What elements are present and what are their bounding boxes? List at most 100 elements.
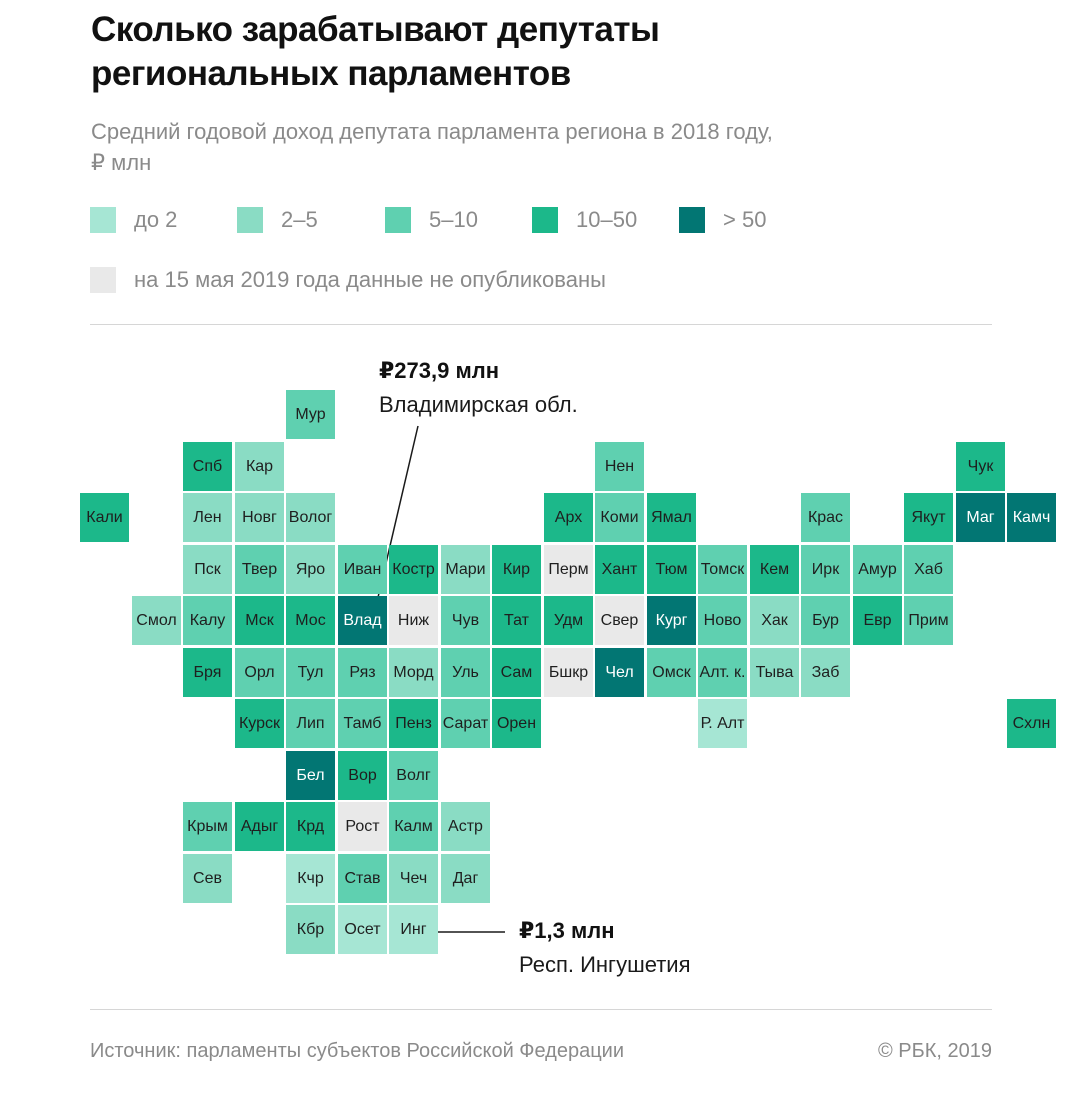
region-tile: Тыва — [750, 648, 799, 697]
title-line-1: Сколько зарабатывают депутаты — [91, 10, 660, 49]
legend-swatch — [237, 207, 263, 233]
region-tile: Твер — [235, 545, 284, 594]
legend-label: 2–5 — [281, 207, 318, 232]
legend-item-5-10: 5–10 — [385, 205, 478, 235]
region-tile: Морд — [389, 648, 438, 697]
region-tile: Тюм — [647, 545, 696, 594]
legend-swatch — [90, 207, 116, 233]
region-tile: Кар — [235, 442, 284, 491]
legend-swatch — [90, 267, 116, 293]
region-tile: Евр — [853, 596, 902, 645]
region-tile: Яро — [286, 545, 335, 594]
region-tile: Костр — [389, 545, 438, 594]
region-tile: Сам — [492, 648, 541, 697]
callout-bottom-value: ₽1,3 млн — [519, 918, 615, 943]
region-tile: Р. Алт — [698, 699, 747, 748]
region-tile: Бшкр — [544, 648, 593, 697]
region-tile: Коми — [595, 493, 644, 542]
region-tile: Кали — [80, 493, 129, 542]
legend-label: 5–10 — [429, 207, 478, 232]
region-tile: Хаб — [904, 545, 953, 594]
region-tile: Перм — [544, 545, 593, 594]
region-tile: Свер — [595, 596, 644, 645]
region-tile: Даг — [441, 854, 490, 903]
region-tile: Кург — [647, 596, 696, 645]
region-tile: Инг — [389, 905, 438, 954]
region-tile: Заб — [801, 648, 850, 697]
subtitle-line-1: Средний годовой доход депутата парламент… — [91, 119, 773, 144]
region-tile: Астр — [441, 802, 490, 851]
region-tile: Влад — [338, 596, 387, 645]
region-tile: Рост — [338, 802, 387, 851]
region-tile: Кчр — [286, 854, 335, 903]
region-tile: Амур — [853, 545, 902, 594]
region-tile: Сев — [183, 854, 232, 903]
region-tile: Мур — [286, 390, 335, 439]
region-tile: Калу — [183, 596, 232, 645]
region-tile: Омск — [647, 648, 696, 697]
region-tile: Тат — [492, 596, 541, 645]
region-tile: Осет — [338, 905, 387, 954]
region-tile: Ямал — [647, 493, 696, 542]
region-tile: Новг — [235, 493, 284, 542]
legend-swatch — [679, 207, 705, 233]
region-tile: Бел — [286, 751, 335, 800]
region-tile: Прим — [904, 596, 953, 645]
region-tile: Арх — [544, 493, 593, 542]
region-tile: Камч — [1007, 493, 1056, 542]
region-tile: Адыг — [235, 802, 284, 851]
region-tile: Хант — [595, 545, 644, 594]
subtitle-line-2: ₽ млн — [91, 150, 152, 175]
region-tile: Бря — [183, 648, 232, 697]
legend-label: на 15 мая 2019 года данные не опубликова… — [134, 267, 606, 292]
region-tile: Крым — [183, 802, 232, 851]
copyright: © РБК, 2019 — [877, 1040, 992, 1062]
region-tile: Тамб — [338, 699, 387, 748]
divider-top — [90, 324, 992, 325]
callout-top-region: Владимирская обл. — [379, 392, 578, 417]
divider-bottom — [90, 1009, 992, 1010]
region-tile: Пск — [183, 545, 232, 594]
region-tile: Алт. к. — [698, 648, 747, 697]
region-tile: Крас — [801, 493, 850, 542]
region-tile: Нен — [595, 442, 644, 491]
source-note: Источник: парламенты субъектов Российско… — [90, 1040, 625, 1062]
legend-label: > 50 — [723, 207, 767, 232]
legend-item-2-5: 2–5 — [237, 205, 318, 235]
region-tile: Мос — [286, 596, 335, 645]
region-tile: Ирк — [801, 545, 850, 594]
region-tile: Став — [338, 854, 387, 903]
region-tile: Чел — [595, 648, 644, 697]
region-tile: Пенз — [389, 699, 438, 748]
region-tile: Удм — [544, 596, 593, 645]
region-tile: Орен — [492, 699, 541, 748]
region-tile: Калм — [389, 802, 438, 851]
region-tile: Смол — [132, 596, 181, 645]
region-tile: Ряз — [338, 648, 387, 697]
region-tile: Схлн — [1007, 699, 1056, 748]
region-tile: Орл — [235, 648, 284, 697]
region-tile: Курск — [235, 699, 284, 748]
region-tile: Лип — [286, 699, 335, 748]
region-tile: Крд — [286, 802, 335, 851]
region-tile: Томск — [698, 545, 747, 594]
legend-item-up-to-2: до 2 — [90, 205, 177, 235]
region-tile: Уль — [441, 648, 490, 697]
region-tile: Якут — [904, 493, 953, 542]
region-tile: Бур — [801, 596, 850, 645]
legend-label: 10–50 — [576, 207, 638, 232]
callout-bottom-region: Респ. Ингушетия — [519, 952, 691, 977]
region-tile: Чук — [956, 442, 1005, 491]
region-tile: Чеч — [389, 854, 438, 903]
region-tile: Маг — [956, 493, 1005, 542]
legend-swatch — [532, 207, 558, 233]
callout-top-value: ₽273,9 млн — [379, 358, 500, 383]
region-tile: Мари — [441, 545, 490, 594]
region-tile: Мск — [235, 596, 284, 645]
legend-item-no-data: на 15 мая 2019 года данные не опубликова… — [90, 265, 606, 295]
region-tile: Лен — [183, 493, 232, 542]
region-tile: Кем — [750, 545, 799, 594]
legend-item-10-50: 10–50 — [532, 205, 637, 235]
region-tile: Волог — [286, 493, 335, 542]
region-tile: Тул — [286, 648, 335, 697]
